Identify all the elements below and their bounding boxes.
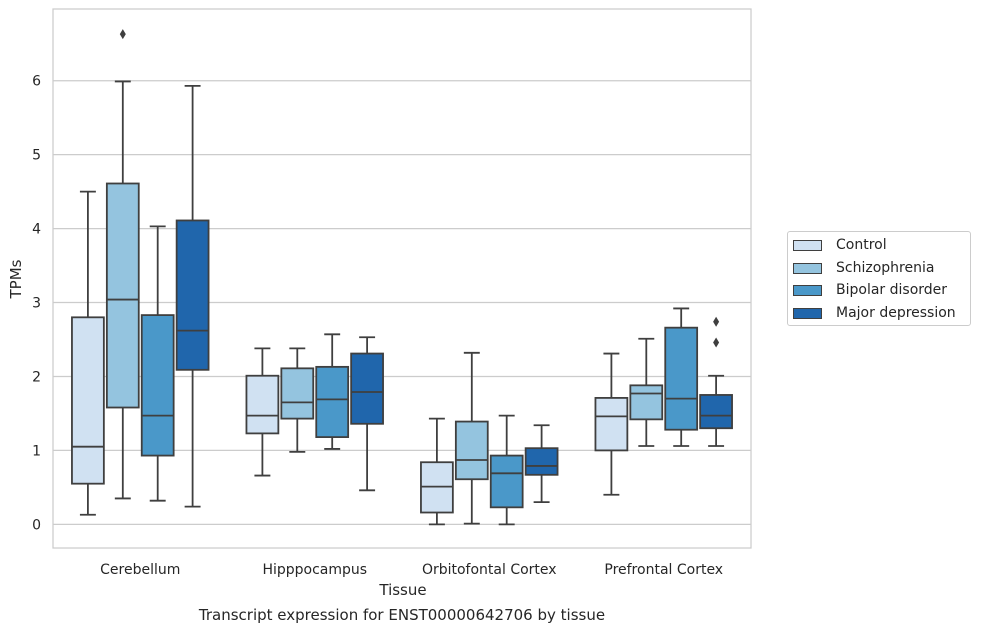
legend-swatch-major-depression — [793, 307, 822, 319]
legend-label-major-depression: Major depression — [836, 305, 956, 321]
y-tick-label-2: 2 — [32, 369, 41, 385]
legend-swatch-schizophrenia — [793, 262, 822, 274]
box-iqr — [71, 316, 105, 485]
legend-label-bipolar-disorder: Bipolar disorder — [836, 282, 948, 298]
y-axis-label: TPMs — [7, 259, 25, 299]
box-major-depression-hipppocampus — [350, 336, 384, 492]
box-iqr — [350, 352, 384, 425]
legend-item-bipolar-disorder: Bipolar disorder — [793, 280, 947, 300]
box-iqr — [175, 219, 210, 371]
outlier-marker-0 — [119, 29, 126, 40]
box-iqr — [280, 367, 315, 420]
box-iqr — [245, 374, 280, 435]
y-tick-label-5: 5 — [32, 148, 41, 164]
legend-swatch-bipolar-disorder — [793, 284, 822, 296]
x-tick-label-3: Prefrontal Cortex — [604, 562, 723, 578]
box-control-cerebellum — [71, 190, 105, 516]
box-series-layer — [71, 29, 733, 526]
plot-area-frame — [52, 8, 752, 549]
x-axis-label: Tissue — [378, 581, 426, 599]
box-iqr — [524, 447, 559, 476]
box-iqr — [664, 326, 699, 431]
box-bipolar-disorder-cerebellum — [140, 225, 175, 502]
legend-item-major-depression: Major depression — [793, 303, 956, 323]
y-axis-ticks: 0 1 2 3 4 5 6 — [32, 74, 41, 534]
box-iqr — [594, 397, 629, 452]
box-schizophrenia-prefrontal-cortex — [629, 337, 664, 447]
x-axis-ticks: Cerebellum Hipppocampus Orbitofontal Corte… — [100, 562, 723, 578]
legend-swatch-control — [793, 239, 822, 251]
box-iqr — [105, 182, 140, 409]
box-major-depression-prefrontal-cortex — [699, 316, 733, 447]
box-control-prefrontal-cortex — [594, 352, 629, 496]
y-tick-label-6: 6 — [32, 74, 41, 90]
y-tick-label-4: 4 — [32, 222, 41, 238]
box-bipolar-disorder-prefrontal-cortex — [664, 307, 699, 447]
box-schizophrenia-hipppocampus — [280, 347, 315, 453]
box-iqr — [454, 420, 489, 481]
box-major-depression-cerebellum — [175, 84, 210, 508]
box-iqr — [140, 314, 175, 457]
box-schizophrenia-cerebellum — [105, 29, 140, 500]
box-major-depression-orbitofontal-cortex — [524, 424, 559, 504]
box-bipolar-disorder-hipppocampus — [315, 333, 350, 450]
box-iqr — [629, 384, 664, 421]
y-tick-label-0: 0 — [32, 517, 41, 533]
box-bipolar-disorder-orbitofontal-cortex — [489, 414, 524, 526]
box-iqr — [489, 454, 524, 509]
x-tick-label-1: Hipppocampus — [262, 562, 367, 578]
box-iqr — [315, 365, 350, 438]
outlier-marker-1 — [713, 316, 720, 327]
y-tick-label-1: 1 — [32, 443, 41, 459]
outlier-marker-0 — [713, 337, 720, 348]
figure-caption: Transcript expression for ENST0000064270… — [198, 606, 606, 624]
box-iqr — [699, 394, 733, 430]
x-tick-label-0: Cerebellum — [100, 562, 180, 578]
legend-item-control: Control — [793, 235, 887, 255]
legend-item-schizophrenia: Schizophrenia — [793, 258, 934, 278]
legend-label-schizophrenia: Schizophrenia — [836, 260, 935, 276]
chart-legend: Control Schizophrenia Bipolar disorder M… — [787, 231, 971, 326]
legend-label-control: Control — [836, 237, 887, 253]
x-tick-label-2: Orbitofontal Cortex — [422, 562, 557, 578]
y-tick-label-3: 3 — [32, 296, 41, 312]
box-schizophrenia-orbitofontal-cortex — [454, 351, 489, 525]
box-control-orbitofontal-cortex — [420, 417, 454, 526]
box-control-hipppocampus — [245, 347, 280, 477]
